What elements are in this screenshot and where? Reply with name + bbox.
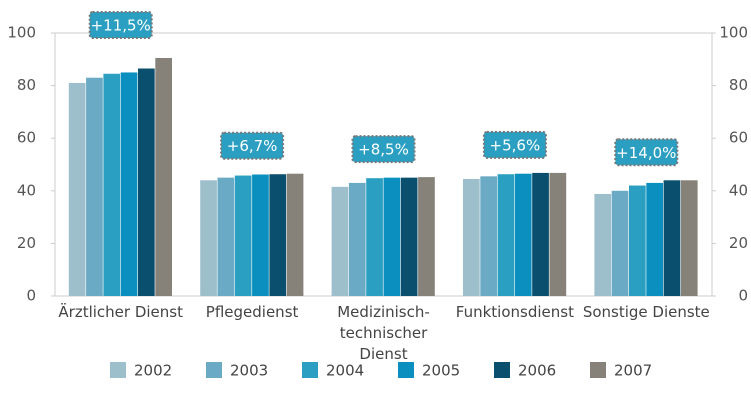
bar <box>234 175 252 296</box>
bar <box>331 186 349 296</box>
annotation-box <box>88 11 153 39</box>
bar <box>120 72 138 296</box>
x-tick-label: Funktionsdienst <box>455 303 574 321</box>
y2-tick-label: 60 <box>729 129 748 147</box>
y-tick-label: 40 <box>17 181 36 199</box>
annotation-text: +11,5% <box>91 17 151 35</box>
bar <box>418 177 435 296</box>
bar <box>269 174 287 296</box>
annotation-text: +5,6% <box>490 136 541 154</box>
legend-label: 2002 <box>134 362 172 380</box>
legend-label: 2007 <box>614 362 652 380</box>
bar <box>480 176 497 296</box>
legend-swatch <box>398 362 414 378</box>
annotation-box <box>482 130 547 159</box>
bar <box>463 178 480 296</box>
y2-tick-label: 0 <box>738 287 748 305</box>
y2-tick-label: 100 <box>719 24 748 42</box>
bar <box>138 68 155 296</box>
annotation: +11,5% <box>88 11 153 39</box>
bar <box>680 180 698 296</box>
legend-swatch <box>206 362 222 378</box>
annotation-text: +8,5% <box>358 141 409 159</box>
bar <box>514 173 532 296</box>
x-tick-label: Pflegedienst <box>205 303 299 321</box>
annotation: +14,0% <box>614 138 679 167</box>
annotation: +8,5% <box>351 135 416 164</box>
bar <box>549 172 567 296</box>
bar <box>68 82 86 296</box>
legend-swatch <box>302 362 318 378</box>
bar <box>594 193 612 296</box>
bar <box>646 182 663 296</box>
y2-tick-label: 80 <box>729 76 748 94</box>
bar <box>532 172 549 296</box>
y2-tick-label: 20 <box>729 234 748 252</box>
y-tick-label: 0 <box>26 287 36 305</box>
legend-label: 2004 <box>326 362 364 380</box>
annotation-text: +6,7% <box>227 137 278 155</box>
bar <box>663 180 681 296</box>
y2-tick-label: 40 <box>729 181 748 199</box>
annotation-box <box>220 131 285 160</box>
annotation: +5,6% <box>482 130 547 159</box>
x-tick-label: Medizinisch- technischer Dienst <box>337 303 430 363</box>
y-tick-label: 60 <box>17 129 36 147</box>
bar <box>366 178 383 296</box>
annotation-box <box>351 135 416 164</box>
bar <box>286 173 304 296</box>
annotation-box <box>614 138 679 167</box>
y-tick-label: 20 <box>17 234 36 252</box>
annotation-text: +14,0% <box>616 144 676 162</box>
legend-label: 2005 <box>422 362 460 380</box>
legend-label: 2003 <box>230 362 268 380</box>
bar <box>383 177 401 296</box>
bar <box>103 73 121 296</box>
bar <box>252 174 269 296</box>
bar <box>217 177 235 296</box>
x-tick-label: Ärztlicher Dienst <box>58 303 183 321</box>
legend-swatch <box>590 362 606 378</box>
bar <box>400 177 418 296</box>
y-tick-label: 100 <box>7 24 36 42</box>
bar <box>200 180 217 296</box>
bar <box>155 57 172 296</box>
x-tick-label: Sonstige Dienste <box>582 303 710 321</box>
bar <box>348 182 366 296</box>
annotation: +6,7% <box>220 131 285 160</box>
bar <box>629 185 646 296</box>
legend-label: 2006 <box>518 362 556 380</box>
y-tick-label: 80 <box>17 76 36 94</box>
bar <box>611 190 629 296</box>
legend-swatch <box>494 362 510 378</box>
bar <box>497 174 515 296</box>
legend-swatch <box>110 362 126 378</box>
bar <box>86 77 103 297</box>
